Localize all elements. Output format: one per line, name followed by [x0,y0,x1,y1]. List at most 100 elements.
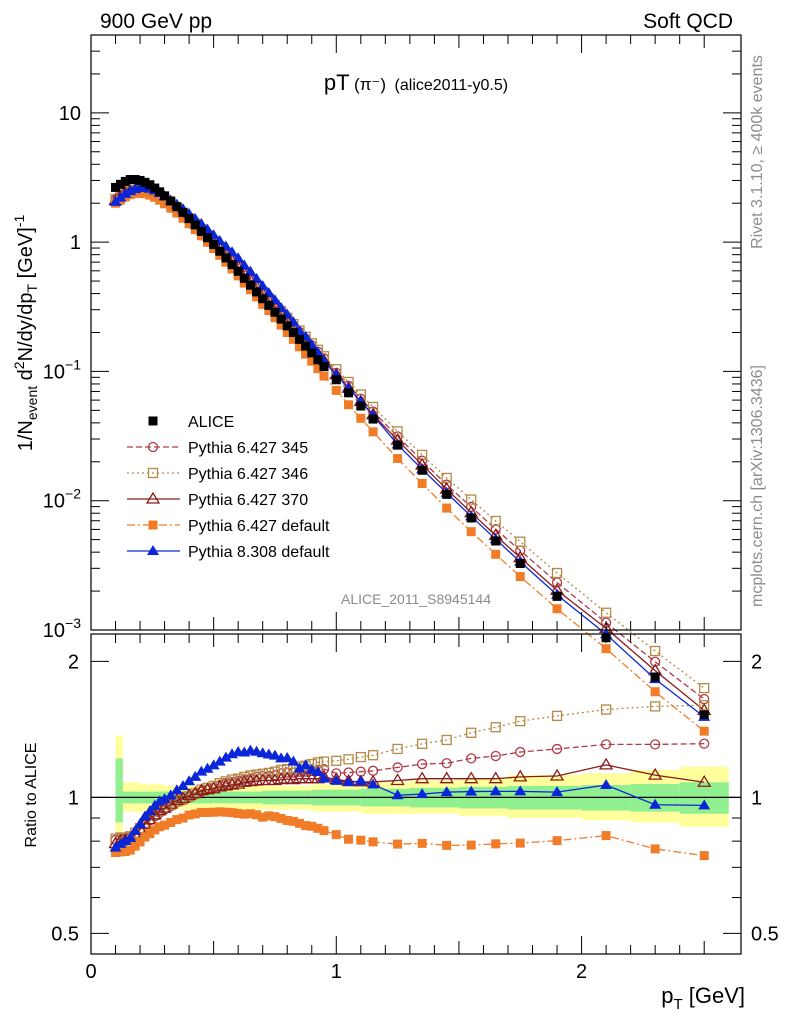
series-alice-point [233,266,243,276]
series-alice-point [160,191,170,201]
series-pythia-6-427-default-point [264,306,274,316]
legend-alice: ALICE [148,414,234,431]
ratio-pythia-6-427-default-point [331,830,341,840]
ratio-pythia-8-308-default-point [134,818,147,829]
ratio-pythia-6-427-370-point [206,781,221,794]
legend-pythia-6-427-370: Pythia 6.427 370 [127,491,308,509]
series-alice-point [282,321,292,331]
series-alice-point [135,175,145,185]
plot-title: pT (π⁻) (alice2011-y0.5) [324,70,508,95]
ratio-pythia-6-427-default-point [307,821,317,831]
series-pythia-6-427-default-point [331,385,341,395]
ratio-pythia-8-308-default-point [416,788,429,799]
band-green-segment [115,758,123,823]
series-pythia-8-308-default-point [232,252,245,263]
x-tick-label: 2 [576,961,587,983]
legend-label: Pythia 6.427 370 [188,492,308,509]
ratio-pythia-8-308-default-point [600,779,613,790]
series-pythia-6-427-default-point [233,271,243,281]
legend-label: ALICE [188,414,234,431]
ratio-pythia-6-427-default-point [252,810,262,820]
ratio-pythia-6-427-370-point [157,800,172,813]
series-pythia-6-427-default-point [252,292,262,302]
series-pythia-6-427-default-point [140,189,150,199]
ratio-pythia-6-427-default-point [601,831,611,841]
ratio-pythia-6-427-346-point [441,734,452,746]
ratio-pythia-8-308-default-point [311,766,324,777]
ratio-pythia-8-308-default-point [391,789,404,800]
ratio-pythia-6-427-370-point [697,775,712,787]
series-alice-point [184,214,194,224]
ratio-pythia-6-427-370-line [115,764,705,845]
ratio-pythia-6-427-default-point [160,820,170,830]
ratio-pythia-6-427-default-point [203,807,213,817]
ratio-pythia-6-427-default-point [135,837,145,847]
ratio-pythia-6-427-default [111,807,709,861]
ratio-pythia-6-427-default-point [221,807,231,817]
series-alice-point [190,220,200,230]
series-pythia-6-427-default-point [258,299,268,309]
series-alice-point [288,328,298,337]
series-pythia-6-427-default-point [150,192,160,202]
series-alice-point [245,280,255,290]
ratio-pythia-6-427-default-point [125,845,135,855]
series-pythia-6-427-default-point [276,320,286,330]
series-pythia-6-427-default-line [115,192,705,732]
analysis-watermark: ALICE_2011_S8945144 [341,591,491,607]
ratio-pythia-6-427-default-point [294,818,304,828]
ratio-pythia-6-427-346-point [515,715,526,727]
series-alice-point [294,334,304,344]
series-alice-point [313,355,323,365]
ratio-pythia-8-308-default-point [189,770,202,781]
series-pythia-6-427-345-point [699,693,710,705]
ratio-pythia-8-308-default-point [138,810,151,821]
series-pythia-6-427-346-point [466,494,477,505]
ratio-pythia-6-427-345-point [699,738,710,749]
ratio-pythia-8-308-default-point [514,785,527,796]
ratio-plot-panel: 2 2 1 1 0.5 0.5 0 1 2 Ratio to ALICE pT [GeV] [23,633,779,1013]
ylabel-part-c: d [15,369,37,386]
series-pythia-6-427-346-point [490,515,501,527]
ratio-pythia-6-427-default-point [258,812,268,822]
ratio-pythia-8-308-default-point [489,785,502,796]
series-pythia-6-427-default-point [601,644,611,654]
series-pythia-6-427-default-point [160,199,170,209]
ratio-pythia-6-427-346-point [263,767,274,779]
series-alice-point [172,202,182,212]
series-alice-point [227,260,237,270]
legend-pythia-8-308-default: Pythia 8.308 default [127,544,330,561]
ratio-pythia-8-308-default-point [119,835,132,846]
ratio-pythia-6-427-default-point [466,840,476,850]
ratio-pythia-6-427-default-point [356,835,366,845]
ratio-pythia-6-427-default-point [233,809,243,819]
ratio-pythia-6-427-370-point [464,771,479,784]
series-pythia-6-427-default-point [178,213,188,223]
ratio-plot-frame [90,633,742,955]
ratio-pythia-6-427-370-point [598,757,614,770]
ratio-pythia-8-308-default-point [440,786,453,797]
series-alice-point [111,182,121,192]
ratio-plot-ticks: 2 2 1 1 0.5 0.5 0 1 2 [51,634,779,983]
series-alice-point [393,440,403,450]
ratio-pythia-6-427-default-point [227,808,237,818]
main-plot-panel: 10 1 10−1 10−2 10−3 pT (π⁻) (alice2011-y0.5)… [11,34,742,736]
series-alice-point [120,176,130,186]
ratio-pythia-6-427-default-point [264,811,274,821]
ratio-pythia-8-308-default-point [124,831,137,842]
ratio-y-tick-label-right: 1 [751,787,762,809]
series-alice-point [196,226,206,236]
ratio-pythia-6-427-346-point [318,756,330,767]
ratio-pythia-6-427-default-point [111,847,121,857]
legend-marker [148,416,158,426]
ratio-y-tick-label-right: 2 [751,651,762,673]
series-alice-point [115,179,125,189]
series-alice-point [130,175,140,185]
ylabel-part-b: event [24,386,40,420]
series-alice-point [301,341,311,351]
ratio-pythia-6-427-345-point [392,762,403,773]
series-alice-point [125,175,135,185]
ratio-pythia-6-427-370-point [175,791,191,804]
series-pythia-6-427-default-point [184,219,194,229]
ratio-pythia-8-308-default-point [201,762,214,773]
header-left-label: 900 GeV pp [100,10,212,33]
